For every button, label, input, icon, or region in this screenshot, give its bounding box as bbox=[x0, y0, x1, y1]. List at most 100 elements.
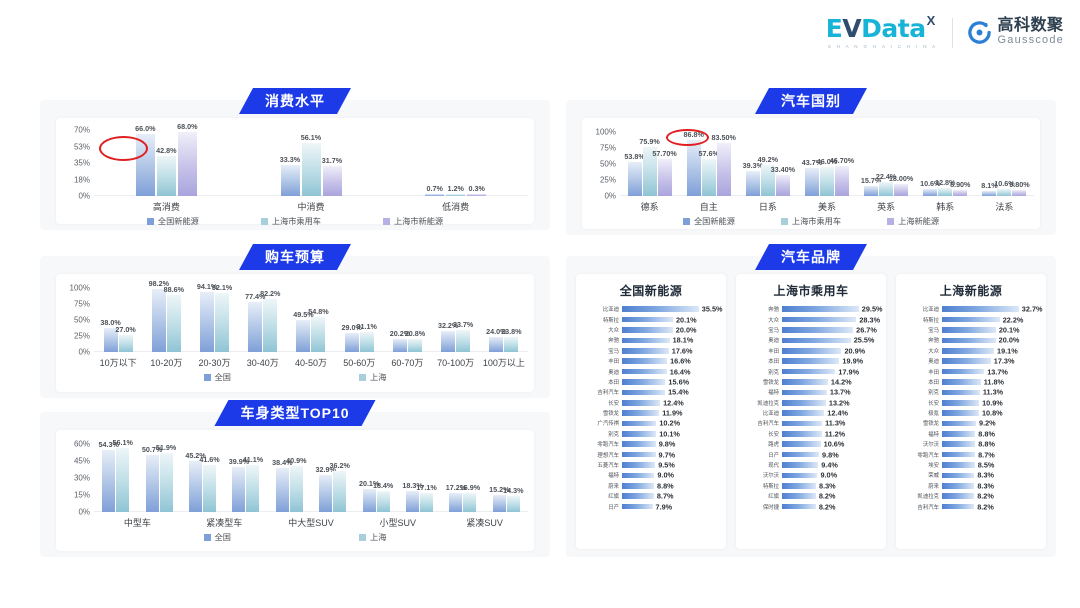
brand-row[interactable]: 雪铁龙 9.2% bbox=[904, 418, 1038, 428]
brand-row[interactable]: 零跑汽车 9.8% bbox=[584, 439, 718, 449]
bar[interactable]: 32.2% bbox=[438, 321, 458, 352]
bar[interactable]: 33.3% bbox=[280, 155, 300, 196]
bar[interactable]: 36.2% bbox=[330, 461, 350, 512]
brand-row[interactable]: 日产 7.9% bbox=[584, 501, 718, 511]
brand-row[interactable]: 红旗 8.7% bbox=[584, 491, 718, 501]
brand-row[interactable]: 大众 20.0% bbox=[584, 325, 718, 335]
bar[interactable]: 54.3% bbox=[99, 440, 119, 512]
bar[interactable]: 98.2% bbox=[149, 279, 169, 352]
legend-item[interactable]: 上海市乘用车 bbox=[260, 215, 321, 227]
bar[interactable]: 38.0% bbox=[100, 318, 121, 352]
bar[interactable]: 1.2% bbox=[446, 184, 466, 196]
bar[interactable]: 8.1% bbox=[981, 181, 998, 196]
brand-row[interactable]: 福特 13.7% bbox=[744, 387, 878, 397]
brand-row[interactable]: 吉利汽车 15.4% bbox=[584, 387, 718, 397]
legend-item[interactable]: 全国新能源 bbox=[146, 215, 199, 227]
bar[interactable]: 9.80% bbox=[1009, 180, 1030, 196]
bar[interactable]: 18.00% bbox=[889, 174, 913, 196]
brand-row[interactable]: 特斯拉 22.2% bbox=[904, 314, 1038, 324]
bar[interactable]: 49.5% bbox=[293, 310, 314, 352]
brand-row[interactable]: 凯迪拉克 13.2% bbox=[744, 398, 878, 408]
brand-row[interactable]: 沃尔沃 9.0% bbox=[744, 470, 878, 480]
brand-row[interactable]: 长安 11.2% bbox=[744, 429, 878, 439]
bar[interactable]: 53.8% bbox=[624, 152, 645, 196]
brand-row[interactable]: 本田 19.9% bbox=[744, 356, 878, 366]
brand-row[interactable]: 别克 10.1% bbox=[584, 429, 718, 439]
brand-row[interactable]: 宝马 20.1% bbox=[904, 325, 1038, 335]
bar[interactable]: 56.1% bbox=[301, 133, 321, 196]
brand-row[interactable]: 奔驰 18.1% bbox=[584, 335, 718, 345]
brand-row[interactable]: 丰田 16.6% bbox=[584, 356, 718, 366]
brand-row[interactable]: 红旗 8.2% bbox=[744, 491, 878, 501]
bar[interactable]: 24.0% bbox=[486, 327, 507, 352]
bar[interactable]: 57.70% bbox=[652, 149, 677, 196]
bar[interactable]: 68.0% bbox=[177, 122, 198, 196]
legend-item[interactable]: 上海新能源 bbox=[887, 215, 939, 227]
bar[interactable]: 8.90% bbox=[950, 180, 970, 196]
bar[interactable]: 18.3% bbox=[402, 481, 423, 512]
bar[interactable]: 20.8% bbox=[405, 329, 425, 352]
bar[interactable]: 66.0% bbox=[135, 124, 156, 196]
brand-row[interactable]: 现代 9.4% bbox=[744, 460, 878, 470]
brand-row[interactable]: 比亚迪 12.4% bbox=[744, 408, 878, 418]
bar[interactable]: 54.8% bbox=[308, 307, 329, 352]
brand-row[interactable]: 丰田 13.7% bbox=[904, 366, 1038, 376]
bar[interactable]: 46.0% bbox=[817, 157, 837, 196]
bar[interactable]: 12.8% bbox=[935, 178, 955, 196]
bar[interactable]: 16.9% bbox=[460, 483, 480, 512]
brand-row[interactable]: 丰田 20.9% bbox=[744, 346, 878, 356]
bar[interactable]: 23.8% bbox=[501, 327, 522, 352]
bar[interactable]: 22.4% bbox=[876, 172, 896, 196]
bar[interactable]: 50.7% bbox=[142, 445, 162, 512]
brand-row[interactable]: 大众 28.3% bbox=[744, 314, 880, 324]
legend-item[interactable]: 全国新能源 bbox=[682, 215, 735, 227]
bar[interactable]: 56.1% bbox=[113, 438, 133, 512]
bar[interactable]: 83.50% bbox=[712, 133, 736, 196]
brand-row[interactable]: 沃尔沃 8.8% bbox=[904, 439, 1038, 449]
brand-row[interactable]: 福特 9.0% bbox=[584, 470, 718, 480]
brand-row[interactable]: 吉利汽车 11.3% bbox=[744, 418, 878, 428]
bar[interactable]: 18.4% bbox=[373, 481, 393, 512]
brand-row[interactable]: 埃安 8.5% bbox=[904, 460, 1038, 470]
brand-row[interactable]: 长安 10.9% bbox=[904, 398, 1038, 408]
bar[interactable]: 92.1% bbox=[212, 283, 232, 352]
bar[interactable]: 32.9% bbox=[316, 465, 336, 512]
bar[interactable]: 77.4% bbox=[245, 292, 265, 352]
bar[interactable]: 14.3% bbox=[503, 486, 524, 512]
brand-row[interactable]: 宝马 17.6% bbox=[584, 346, 718, 356]
brand-row[interactable]: 五菱汽车 9.5% bbox=[584, 460, 718, 470]
legend-item[interactable]: 全国 bbox=[203, 371, 231, 383]
brand-row[interactable]: 大众 19.1% bbox=[904, 346, 1038, 356]
legend-item[interactable]: 全国 bbox=[203, 531, 231, 543]
bar[interactable]: 38.4% bbox=[272, 458, 293, 512]
bar[interactable]: 46.70% bbox=[830, 156, 854, 196]
legend-item[interactable]: 上海 bbox=[359, 371, 386, 383]
bar[interactable]: 51.9% bbox=[156, 443, 176, 512]
bar[interactable]: 41.1% bbox=[243, 455, 263, 512]
bar[interactable]: 33.7% bbox=[453, 320, 473, 352]
brand-row[interactable]: 本田 15.6% bbox=[584, 377, 718, 387]
legend-item[interactable]: 上海市乘用车 bbox=[780, 215, 841, 227]
bar[interactable]: 15.2% bbox=[489, 485, 510, 512]
legend-item[interactable]: 上海 bbox=[359, 531, 386, 543]
bar[interactable]: 41.6% bbox=[199, 455, 220, 512]
brand-row[interactable]: 日产 9.8% bbox=[744, 449, 878, 459]
brand-row[interactable]: 特斯拉 8.3% bbox=[744, 481, 878, 491]
brand-row[interactable]: 蔚来 8.3% bbox=[904, 481, 1038, 491]
brand-row[interactable]: 荣威 8.3% bbox=[904, 470, 1038, 480]
brand-row[interactable]: 雪铁龙 11.9% bbox=[584, 408, 718, 418]
brand-row[interactable]: 雪铁龙 14.2% bbox=[744, 377, 878, 387]
brand-row[interactable]: 保时捷 8.2% bbox=[744, 501, 878, 511]
brand-row[interactable]: 特斯拉 20.1% bbox=[584, 314, 718, 324]
brand-row[interactable]: 比亚迪 32.7% bbox=[904, 304, 1043, 314]
bar[interactable]: 17.1% bbox=[416, 483, 437, 512]
bar[interactable]: 40.9% bbox=[286, 456, 307, 512]
legend-item[interactable]: 上海市新能源 bbox=[382, 215, 443, 227]
bar[interactable]: 17.2% bbox=[446, 483, 466, 512]
brand-row[interactable]: 理想汽车 9.7% bbox=[584, 449, 718, 459]
brand-row[interactable]: 福特 8.8% bbox=[904, 429, 1038, 439]
bar[interactable]: 39.9% bbox=[229, 457, 249, 512]
brand-row[interactable]: 奔驰 29.5% bbox=[744, 304, 882, 314]
bar[interactable]: 43.7% bbox=[802, 158, 822, 196]
bar[interactable]: 15.7% bbox=[861, 176, 881, 196]
